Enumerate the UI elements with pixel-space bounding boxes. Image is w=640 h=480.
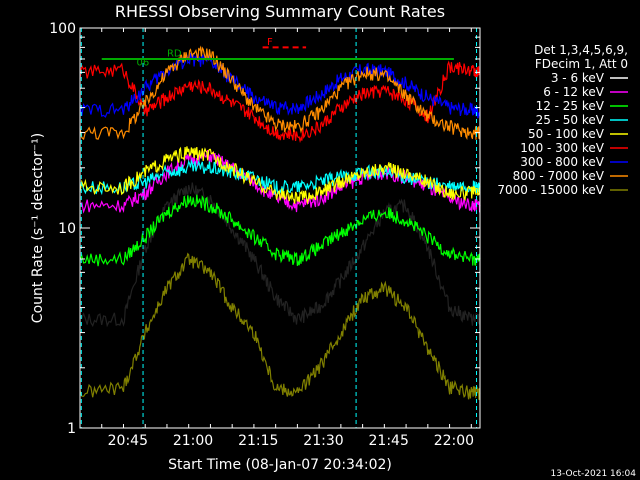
legend-entry-label: 800 - 7000 keV [513,169,605,183]
annotation-label: 06 [137,57,150,68]
series-line [79,60,481,144]
annotation-layer: RD F 06 [80,28,478,428]
legend-entry-label: 25 - 50 keV [536,113,605,127]
annotation-label: RD [167,49,182,60]
x-axis-label: Start Time (08-Jan-07 20:34:02) [168,457,392,473]
series-line [79,194,481,267]
series-line [79,52,481,119]
x-tick-label: 21:00 [173,433,213,449]
y-tick-layer: 1 10 100 [49,21,480,437]
chart-title: RHESSI Observing Summary Count Rates [115,2,445,21]
x-tick-label: 22:00 [434,433,474,449]
series-line [79,252,481,400]
legend-entry-label: 3 - 6 keV [551,71,605,85]
series-line [79,182,481,328]
y-axis-label: Count Rate (s⁻¹ detector⁻¹) [30,133,46,323]
legend-entry-label: 12 - 25 keV [536,99,605,113]
series-line [79,146,481,206]
x-tick-label: 21:30 [303,433,343,449]
x-tick-label: 21:15 [238,433,278,449]
x-tick-label: 21:45 [369,433,409,449]
legend-entry-label: 100 - 300 keV [520,141,604,155]
legend-entry-label: 50 - 100 keV [528,127,605,141]
legend-header-line-1: Det 1,3,4,5,6,9, [534,43,628,57]
y-tick-label: 1 [67,421,76,437]
series-line [79,45,481,141]
series-layer [79,45,481,400]
legend-entry-label: 300 - 800 keV [520,155,604,169]
legend-header-line-2: FDecim 1, Att 0 [535,57,628,71]
x-tick-layer: 20:45 21:00 21:15 21:30 21:45 22:00 [79,28,474,449]
x-tick-label: 20:45 [108,433,148,449]
y-tick-label: 100 [49,21,76,37]
annotation-label: F [267,37,273,48]
legend-entry-label: 7000 - 15000 keV [497,183,604,197]
legend-entry-label: 6 - 12 keV [543,85,605,99]
footer-timestamp: 13-Oct-2021 16:04 [551,469,637,479]
y-tick-label: 10 [58,221,76,237]
